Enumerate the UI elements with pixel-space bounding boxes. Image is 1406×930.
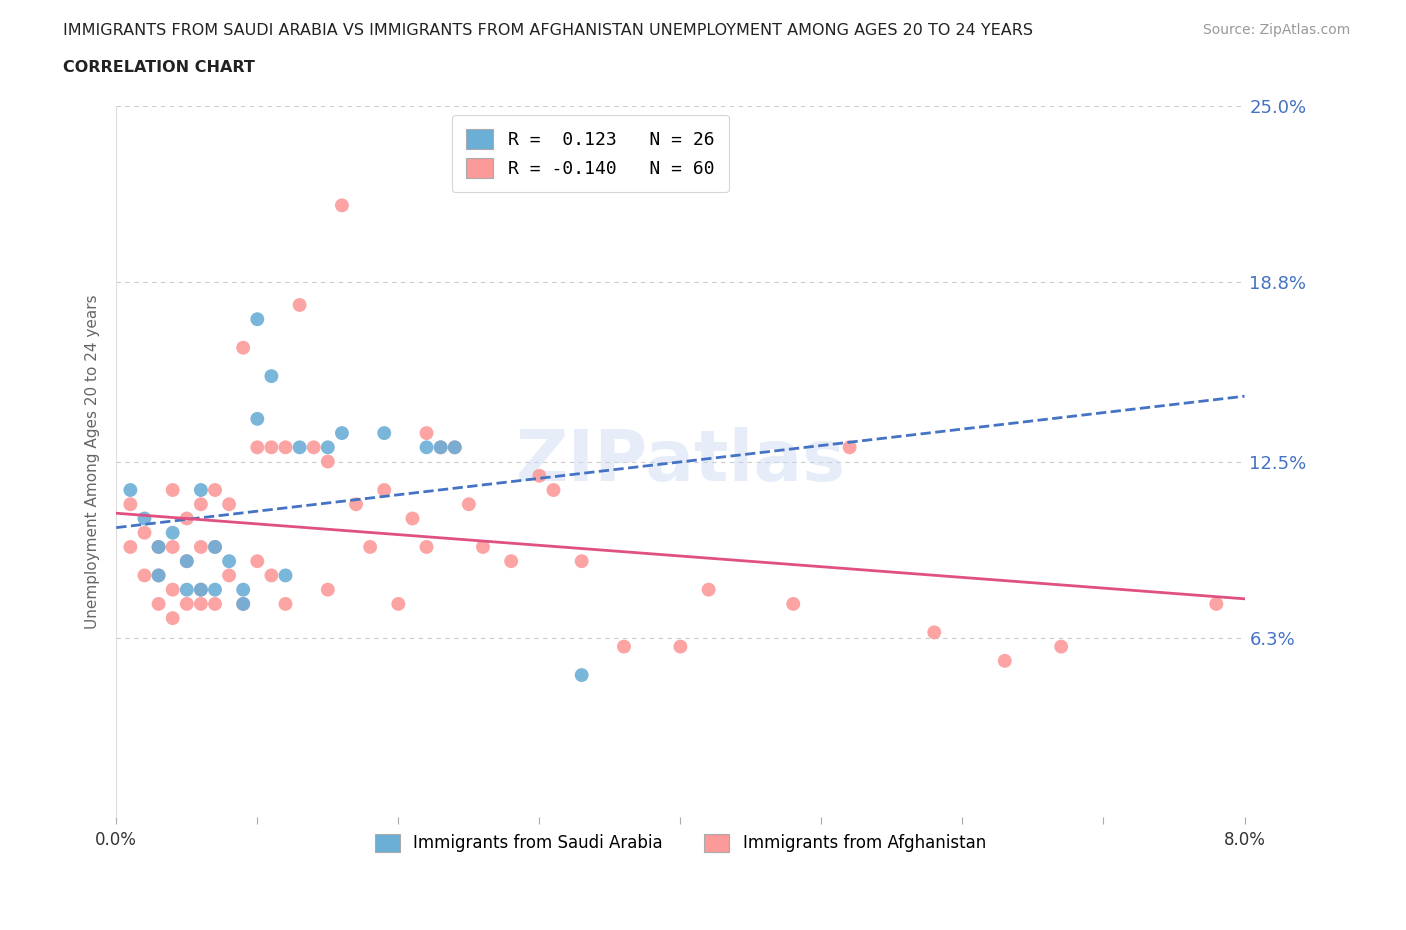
Point [274, 568, 297, 583]
Point [204, 539, 226, 554]
Point [176, 582, 198, 597]
Point [204, 582, 226, 597]
Point [162, 525, 184, 540]
Point [204, 539, 226, 554]
Point [120, 483, 142, 498]
Point [120, 497, 142, 512]
Point [218, 553, 240, 568]
Point [190, 582, 212, 597]
Legend: Immigrants from Saudi Arabia, Immigrants from Afghanistan: Immigrants from Saudi Arabia, Immigrants… [368, 827, 993, 859]
Point [246, 440, 269, 455]
Point [373, 483, 395, 498]
Point [288, 298, 311, 312]
Point [274, 596, 297, 611]
Point [176, 596, 198, 611]
Point [246, 312, 269, 326]
Point [529, 469, 551, 484]
Point [218, 497, 240, 512]
Point [443, 440, 465, 455]
Point [134, 512, 156, 526]
Point [148, 596, 170, 611]
Point [190, 539, 212, 554]
Point [246, 553, 269, 568]
Point [218, 568, 240, 583]
Point [316, 454, 339, 469]
Point [134, 525, 156, 540]
Point [204, 596, 226, 611]
Point [543, 483, 565, 498]
Point [994, 654, 1017, 669]
Point [838, 440, 860, 455]
Point [260, 440, 283, 455]
Point [148, 539, 170, 554]
Point [232, 340, 254, 355]
Point [162, 483, 184, 498]
Text: IMMIGRANTS FROM SAUDI ARABIA VS IMMIGRANTS FROM AFGHANISTAN UNEMPLOYMENT AMONG A: IMMIGRANTS FROM SAUDI ARABIA VS IMMIGRAN… [63, 23, 1033, 38]
Point [457, 497, 479, 512]
Point [176, 553, 198, 568]
Point [148, 568, 170, 583]
Point [697, 582, 720, 597]
Point [148, 539, 170, 554]
Point [232, 596, 254, 611]
Point [176, 553, 198, 568]
Point [274, 440, 297, 455]
Point [232, 582, 254, 597]
Point [344, 497, 367, 512]
Point [1205, 596, 1227, 611]
Point [359, 539, 381, 554]
Point [190, 483, 212, 498]
Y-axis label: Unemployment Among Ages 20 to 24 years: Unemployment Among Ages 20 to 24 years [86, 294, 100, 629]
Point [782, 596, 804, 611]
Point [571, 553, 593, 568]
Point [190, 596, 212, 611]
Point [162, 539, 184, 554]
Point [415, 440, 437, 455]
Point [501, 553, 523, 568]
Point [134, 568, 156, 583]
Text: CORRELATION CHART: CORRELATION CHART [63, 60, 254, 75]
Point [190, 497, 212, 512]
Point [148, 568, 170, 583]
Point [330, 198, 353, 213]
Text: Source: ZipAtlas.com: Source: ZipAtlas.com [1202, 23, 1350, 37]
Point [288, 440, 311, 455]
Point [190, 582, 212, 597]
Point [415, 539, 437, 554]
Point [176, 512, 198, 526]
Point [373, 426, 395, 441]
Point [571, 668, 593, 683]
Point [204, 483, 226, 498]
Point [316, 582, 339, 597]
Point [613, 639, 636, 654]
Text: ZIPatlas: ZIPatlas [516, 427, 845, 496]
Point [1050, 639, 1073, 654]
Point [429, 440, 451, 455]
Point [429, 440, 451, 455]
Point [415, 426, 437, 441]
Point [316, 440, 339, 455]
Point [302, 440, 325, 455]
Point [922, 625, 945, 640]
Point [246, 411, 269, 426]
Point [260, 568, 283, 583]
Point [120, 539, 142, 554]
Point [669, 639, 692, 654]
Point [232, 596, 254, 611]
Point [443, 440, 465, 455]
Point [387, 596, 409, 611]
Point [162, 582, 184, 597]
Point [471, 539, 494, 554]
Point [162, 611, 184, 626]
Point [401, 512, 423, 526]
Point [260, 368, 283, 383]
Point [330, 426, 353, 441]
